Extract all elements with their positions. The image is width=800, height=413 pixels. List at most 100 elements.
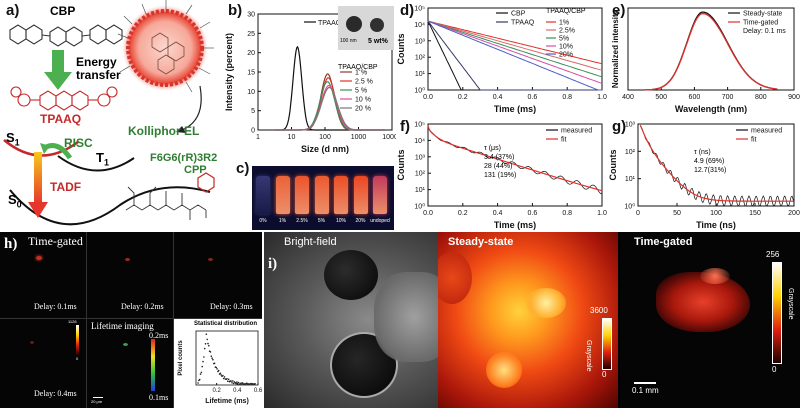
tem-particle [370, 18, 384, 32]
h-signal [125, 258, 130, 261]
y-tick-label: 10³ [625, 122, 636, 129]
scatter-point [227, 378, 230, 381]
panel-d: 0.0 0.2 0.4 0.6 0.8 1.0 10⁰ 10¹ 10² 10³ 10⁴ 10⁵ Time… [396, 0, 608, 116]
f-tau-header: τ (μs) [484, 145, 501, 152]
tg-grayscale: Grayscale [787, 288, 794, 320]
y-tick-label: 25 [247, 31, 255, 38]
scatter-point [241, 382, 244, 384]
h-inset: 0.2 0.4 0.6 Lifetime (ms) Pixel counts Stati… [174, 319, 263, 408]
h-cb-min: 0 [76, 356, 79, 361]
scatter-point [254, 383, 256, 385]
legend-label: TPAAQ [511, 20, 535, 27]
y-tick-label: 10¹ [625, 176, 636, 183]
b-legend-title: TPAAQ/CBP [338, 64, 378, 71]
legend-label: 10 % [355, 97, 371, 104]
ss-cb-min: 0 [602, 370, 607, 379]
panel-c-label: c) [236, 160, 250, 177]
vial [314, 176, 329, 214]
legend-label: Steady-state [743, 11, 782, 18]
f-tau-line: 3.4 (37%) [484, 154, 515, 161]
y-tick-label: 10⁴ [414, 138, 425, 145]
legend-label: fit [561, 137, 567, 144]
t1-surface [57, 155, 135, 172]
chart-f: 0.0 0.2 0.4 0.6 0.8 1.0 10⁰ 10¹ 10² 10³ 10⁴ 10⁵ Time… [396, 122, 607, 231]
time-gated-image: Time-gated 256 0 Grayscale 0.1 mm [620, 232, 800, 408]
y-tick-label: 10³ [415, 38, 426, 45]
scatter-point [208, 344, 210, 347]
y-tick-label: 10⁰ [414, 203, 425, 211]
x-axis-label: Size (d nm) [301, 144, 349, 154]
vial [334, 176, 348, 214]
y-tick-label: 10¹ [415, 71, 426, 78]
scatter-point [198, 378, 201, 381]
scatter-point [227, 380, 229, 382]
scatter-point [199, 373, 202, 375]
x-tick-label: 100 [710, 210, 722, 217]
h-tile: Delay: 0.2ms [87, 232, 174, 319]
series-line [274, 45, 386, 131]
h-scale-bar [93, 397, 103, 398]
legend-label: Time-gated [743, 20, 778, 27]
x-tick-label: 0.2 [458, 94, 468, 101]
panel-e-label: e) [612, 2, 626, 19]
g-tau-line: 12.7(31%) [694, 167, 727, 174]
plot-frame [627, 7, 795, 91]
scatter-point [212, 358, 214, 361]
x-tick-label: 100 [319, 134, 331, 141]
h-tile: Delay: 0.1ms [0, 232, 87, 319]
x-tick-label: 0.4 [493, 210, 503, 217]
legend-label: 1% [559, 20, 569, 27]
annotation: Delay: 0.1 ms [743, 28, 786, 35]
x-tick-label: 800 [755, 94, 767, 101]
scatter-point [232, 380, 234, 382]
series-line [427, 125, 603, 192]
vial [353, 176, 368, 214]
series-line [427, 20, 603, 84]
h-lt-colorbar [151, 339, 155, 391]
vial-row: 0% 1% 2.5% 5% 10% 20% undoped [252, 166, 394, 230]
legend-label: 1 % [355, 70, 367, 77]
y-tick-label: 15 [247, 70, 255, 77]
h-lifetime-label: Lifetime imaging [91, 321, 154, 331]
scatter-point [207, 342, 209, 345]
h-lt-max: 0.2ms [149, 331, 169, 340]
vial-label: 10% [335, 218, 346, 224]
ss-title: Steady-state [448, 236, 514, 248]
x-tick-label: 10 [288, 134, 296, 141]
steady-state-image: Steady-state [438, 232, 618, 408]
y-tick-label: 20 [247, 50, 255, 57]
x-tick-label: 0.4 [233, 388, 242, 394]
y-tick-label: 5 [251, 108, 255, 115]
tadf-arrow [34, 152, 42, 204]
vial [275, 176, 290, 214]
x-tick-label: 1000 [351, 134, 367, 141]
scatter-point [236, 383, 239, 385]
plot-frame [195, 330, 259, 386]
f-tau-block: τ (μs) 3.4 (37%) 28 (44%) 131 (19%) [484, 144, 516, 180]
chart-d: 0.0 0.2 0.4 0.6 0.8 1.0 10⁰ 10¹ 10² 10³ 10⁴ 10⁵ Time… [396, 6, 607, 115]
h-delay-label: Delay: 0.3ms [210, 302, 253, 311]
y-tick-label: 0 [251, 128, 255, 135]
series-line [427, 20, 603, 65]
legend-label: measured [561, 128, 592, 135]
legend-label: 10% [559, 44, 573, 51]
x-tick-label: 0.2 [212, 388, 221, 394]
y-axis-label: Pixel counts [178, 340, 184, 376]
y-axis-label: Counts [396, 150, 406, 181]
scatter-point [217, 369, 220, 372]
x-tick-label: 0.4 [493, 94, 503, 101]
ss-eye [438, 252, 472, 304]
scatter-point [206, 338, 208, 341]
d-legend-title: TPAAQ/CBP [546, 8, 586, 15]
panel-d-label: d) [400, 2, 415, 19]
nanoparticle [117, 0, 214, 93]
tg-title: Time-gated [634, 236, 693, 248]
tg-scale-bar [634, 382, 656, 384]
ss-bright-spot [486, 352, 522, 388]
scatter-point [235, 382, 237, 385]
tem-particle [346, 16, 362, 32]
bf-title: Bright-field [284, 236, 337, 248]
tg-signal [700, 268, 730, 284]
ss-cb-max: 3600 [590, 306, 608, 315]
y-tick-label: 10⁰ [414, 87, 425, 95]
